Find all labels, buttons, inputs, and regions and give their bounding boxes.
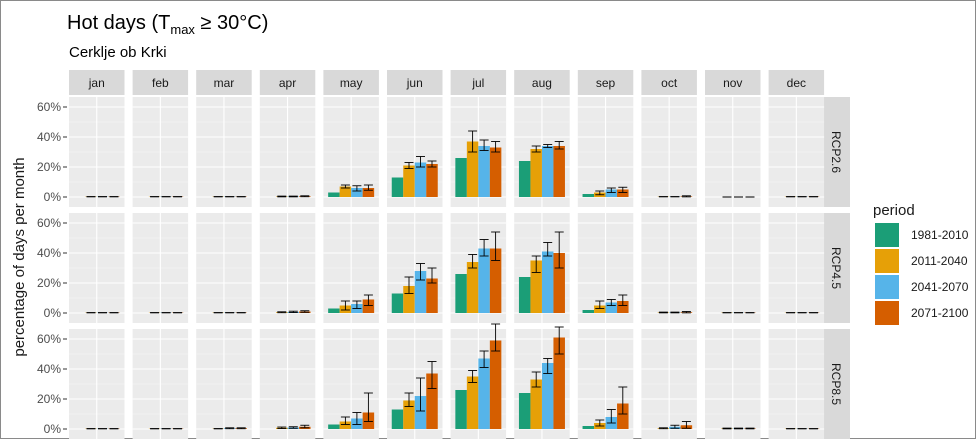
y-tick-label: 40% (37, 246, 61, 260)
strip-label-RCP2.6: RCP2.6 (829, 131, 843, 173)
legend-title: period (873, 202, 915, 219)
bar-RCP2.6-jul-2071-2100 (490, 148, 502, 198)
strip-label-sep: sep (596, 76, 616, 90)
strip-label-feb: feb (152, 76, 169, 90)
bar-RCP8.5-sep-1981-2010 (583, 426, 595, 429)
bar-RCP2.6-jun-2011-2040 (403, 166, 415, 198)
strip-label-RCP4.5: RCP4.5 (829, 247, 843, 289)
bar-RCP2.6-jun-1981-2010 (392, 178, 404, 198)
bar-RCP8.5-jul-2041-2070 (478, 359, 490, 430)
bar-RCP8.5-jul-1981-2010 (455, 390, 467, 429)
strip-label-apr: apr (279, 76, 296, 90)
bar-RCP2.6-jul-2041-2070 (478, 146, 490, 197)
bar-RCP8.5-may-1981-2010 (328, 425, 340, 430)
strip-label-may: may (340, 76, 363, 90)
y-tick-label: 0% (44, 306, 62, 320)
bar-RCP2.6-aug-1981-2010 (519, 161, 531, 197)
bar-RCP4.5-sep-1981-2010 (583, 310, 595, 313)
strip-label-mar: mar (214, 76, 235, 90)
legend-label-2041-2070: 2041-2070 (911, 280, 969, 294)
legend-swatch-2071-2100 (875, 301, 899, 325)
chart-title: Hot days (Tmax ≥ 30°C) (67, 12, 268, 37)
bar-RCP4.5-may-1981-2010 (328, 309, 340, 314)
bar-RCP4.5-jul-1981-2010 (455, 274, 467, 313)
bar-RCP2.6-aug-2011-2040 (530, 149, 542, 197)
bar-RCP4.5-aug-2041-2070 (542, 252, 554, 314)
legend-swatch-2011-2040 (875, 249, 899, 273)
strip-label-nov: nov (723, 76, 742, 90)
bar-RCP8.5-aug-1981-2010 (519, 393, 531, 429)
bar-RCP8.5-jul-2011-2040 (467, 377, 479, 430)
bar-RCP2.6-jun-2041-2070 (415, 163, 427, 198)
legend: period 1981-2010 2011-2040 2041-2070 2071-2… (873, 202, 969, 325)
legend-label-2071-2100: 2071-2100 (911, 306, 969, 320)
legend-swatch-1981-2010 (875, 223, 899, 247)
strip-label-dec: dec (787, 76, 806, 90)
bar-RCP8.5-jun-1981-2010 (392, 410, 404, 430)
bar-RCP4.5-jun-1981-2010 (392, 294, 404, 314)
y-tick-label: 40% (37, 130, 61, 144)
y-tick-label: 0% (44, 422, 62, 436)
bar-RCP4.5-jun-2071-2100 (426, 279, 438, 314)
bar-RCP2.6-sep-1981-2010 (583, 194, 595, 197)
y-tick-label: 20% (37, 392, 61, 406)
y-tick-label: 60% (37, 332, 61, 346)
bar-RCP4.5-aug-1981-2010 (519, 277, 531, 313)
y-tick-label: 20% (37, 160, 61, 174)
legend-label-2011-2040: 2011-2040 (911, 254, 968, 268)
y-tick-label: 60% (37, 216, 61, 230)
bar-RCP2.6-jun-2071-2100 (426, 164, 438, 197)
bar-RCP2.6-jul-1981-2010 (455, 158, 467, 197)
strip-label-jul: jul (471, 76, 484, 90)
chart-subtitle: Cerklje ob Krki (69, 44, 167, 61)
legend-label-1981-2010: 1981-2010 (911, 228, 969, 242)
bar-RCP2.6-aug-2071-2100 (553, 146, 565, 197)
strip-label-jun: jun (406, 76, 423, 90)
y-axis-label: percentage of days per month (11, 157, 28, 356)
bar-RCP8.5-jul-2071-2100 (490, 341, 502, 430)
strip-label-oct: oct (661, 76, 678, 90)
legend-swatch-2041-2070 (875, 275, 899, 299)
y-tick-label: 40% (37, 362, 61, 376)
bar-RCP2.6-aug-2041-2070 (542, 146, 554, 197)
y-tick-label: 0% (44, 190, 62, 204)
bar-RCP4.5-jul-2011-2040 (467, 262, 479, 313)
strip-label-RCP8.5: RCP8.5 (829, 363, 843, 405)
bar-RCP4.5-jul-2041-2070 (478, 249, 490, 314)
strip-label-jan: jan (88, 76, 105, 90)
y-tick-label: 20% (37, 276, 61, 290)
strip-label-aug: aug (532, 76, 552, 90)
y-tick-label: 60% (37, 100, 61, 114)
plot-area: jan feb mar apr may jun jul aug sep oct nov dec RCP2… (37, 70, 850, 439)
bar-RCP2.6-may-1981-2010 (328, 193, 340, 198)
